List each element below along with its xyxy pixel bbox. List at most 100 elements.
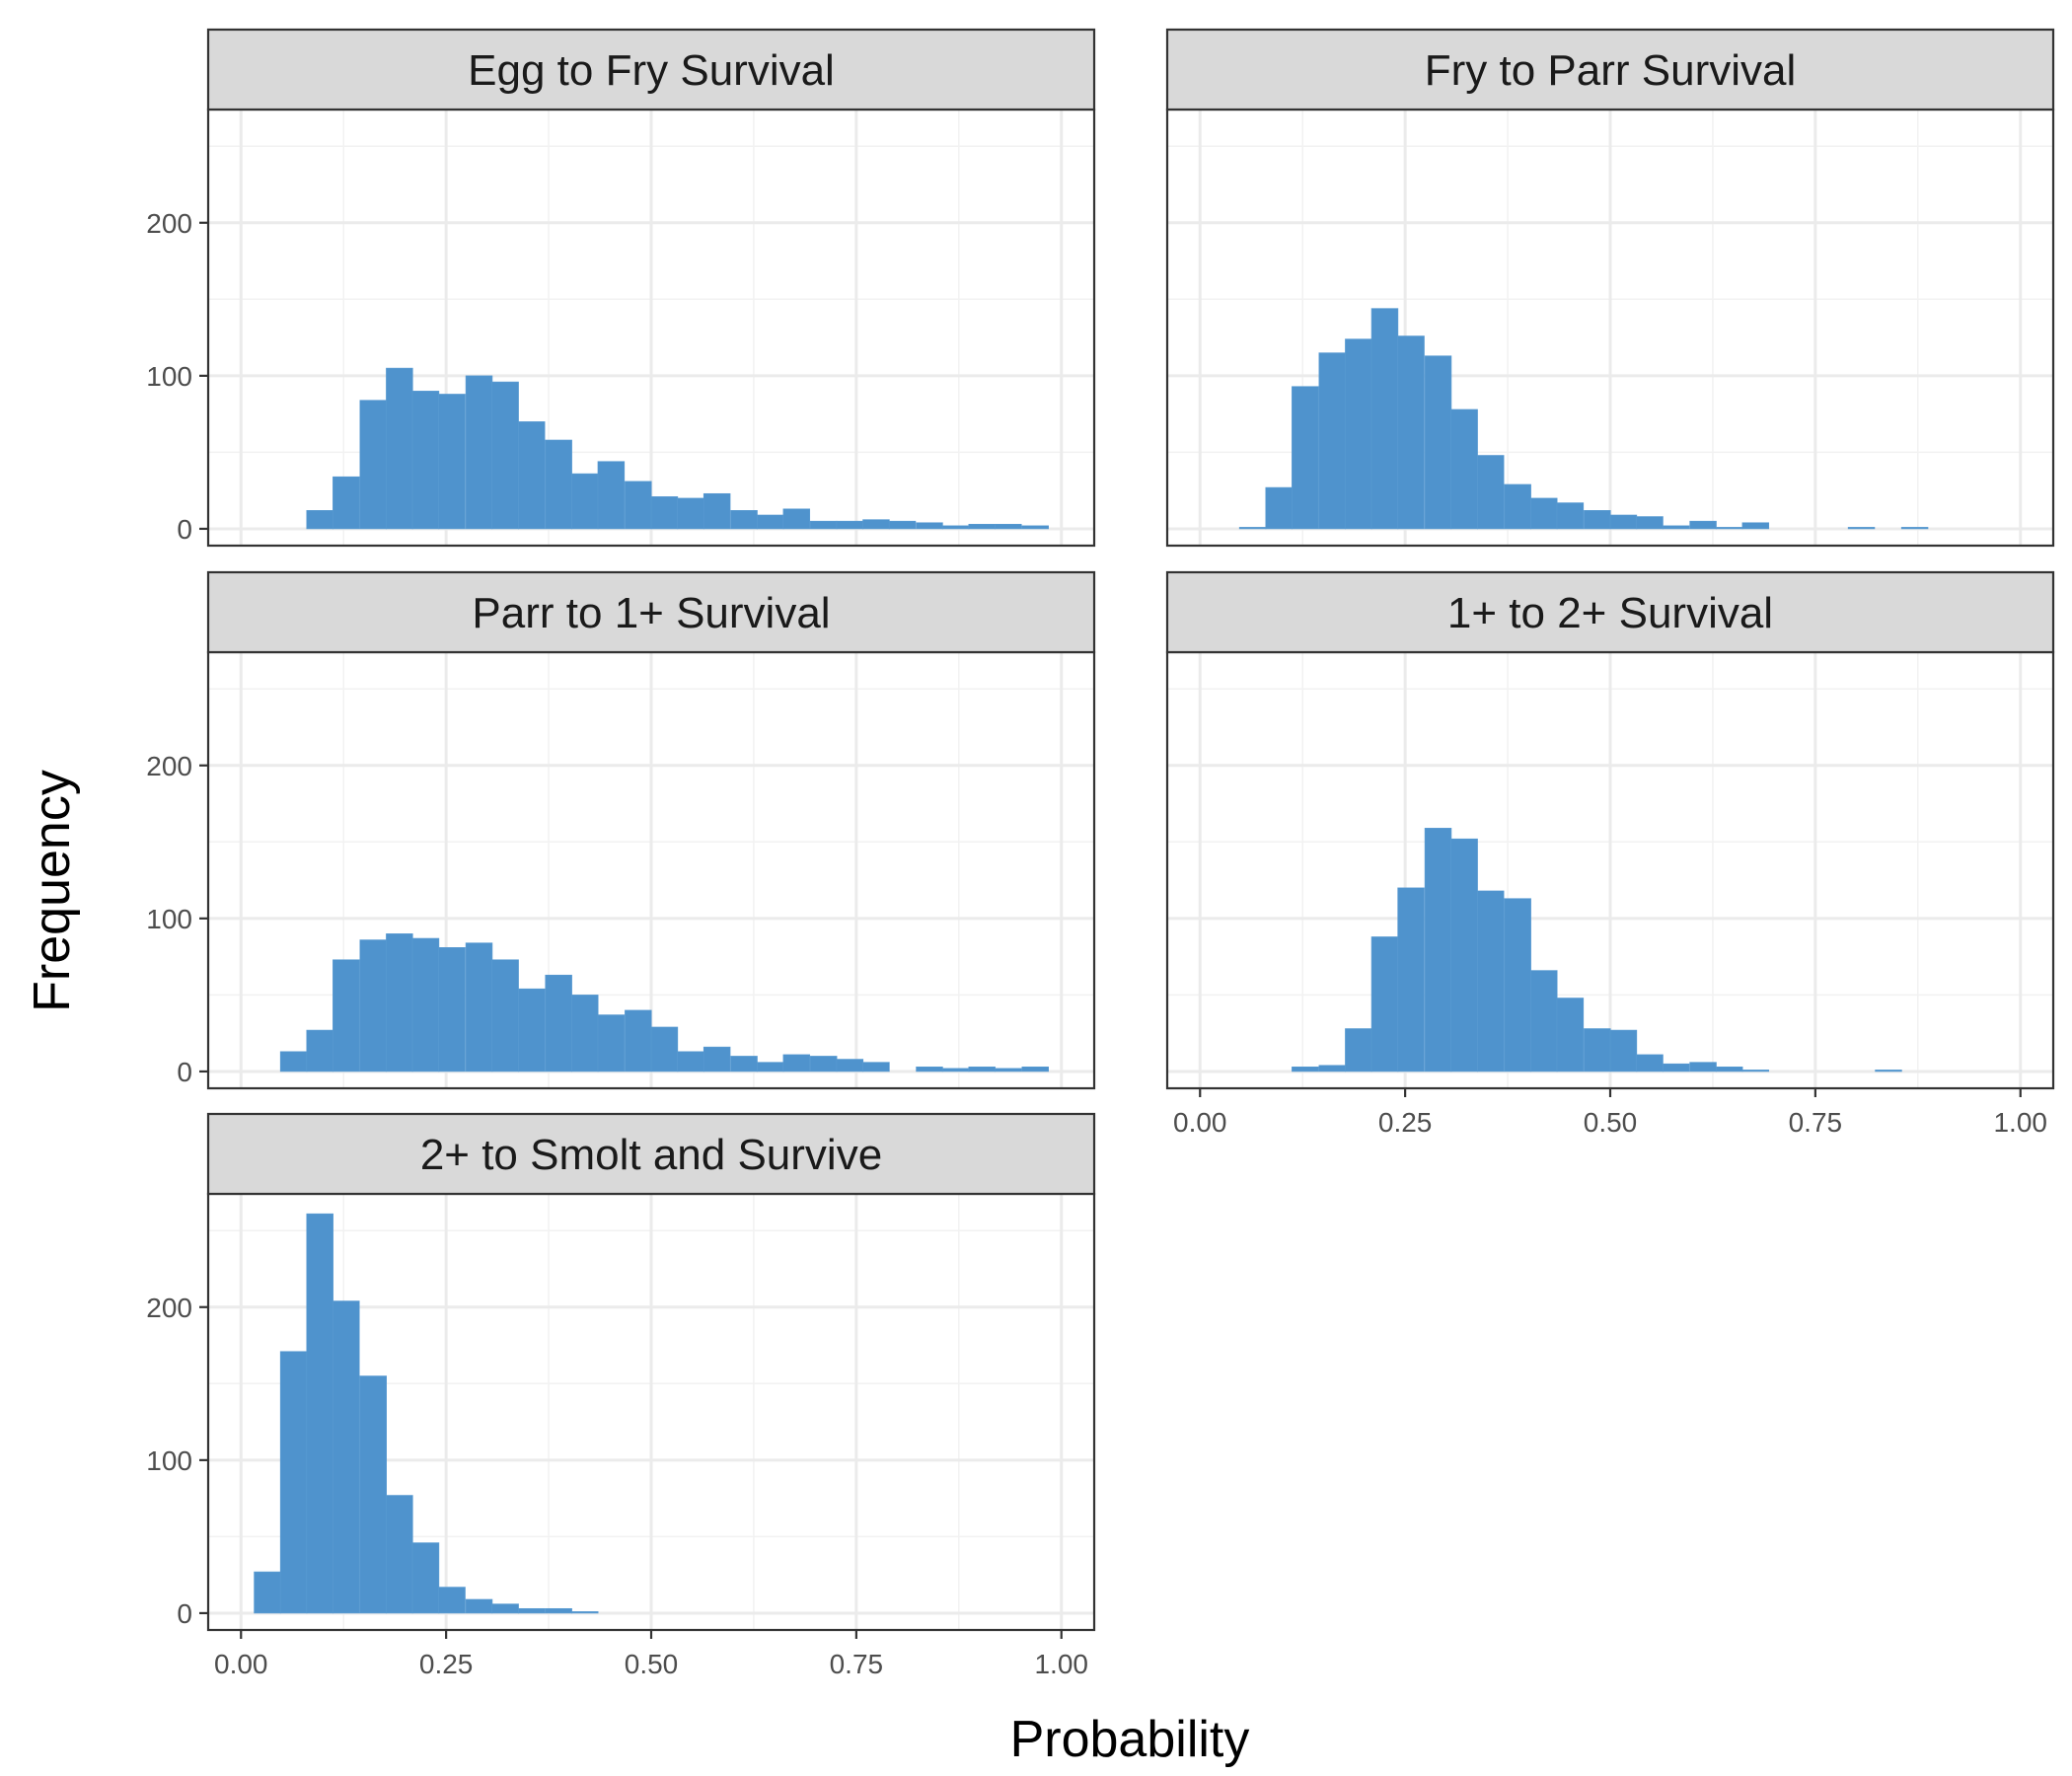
histogram-bar [1900,527,1929,530]
histogram-bar [1424,355,1452,530]
histogram-bar [359,1375,387,1614]
histogram-bar [810,520,838,530]
histogram-bar [411,937,440,1073]
histogram-bar [941,1068,970,1073]
panel-5: 2+ to Smolt and Survive 0 100 200 0.00 0.25 0.… [146,1112,1096,1679]
histogram-bar [333,476,360,530]
strip-title: 2+ to Smolt and Survive [420,1131,882,1179]
histogram-bar [703,492,731,530]
histogram-bar [411,1542,440,1614]
histogram-bar [1504,898,1531,1073]
histogram-bar [1292,386,1319,530]
panel-1: Egg to Fry Survival 0 100 200 [146,28,1096,548]
x-tick-label: 1.00 [1993,1107,2047,1138]
y-tick-label: 200 [146,1293,192,1323]
histogram-bar [465,375,493,530]
histogram-bar [995,1068,1022,1073]
histogram-bar [1530,497,1558,530]
y-axis-title: Frequency [24,770,81,1012]
histogram-bar [1636,516,1664,530]
histogram-bar [465,942,493,1073]
y-tick-label: 100 [146,1445,192,1476]
histogram-bar [1345,1028,1372,1073]
histogram-bar [1450,838,1478,1073]
panel-3: Parr to 1+ Survival 0 100 200 [146,570,1096,1090]
histogram-bar [1477,890,1505,1073]
histogram-bar [597,461,626,530]
strip-title: Parr to 1+ Survival [472,589,830,637]
y-tick-label: 200 [146,208,192,239]
histogram-bar [1741,1070,1770,1073]
x-tick-label: 0.50 [625,1649,679,1679]
strip-background [206,1112,1096,1196]
histogram-bar [1875,1070,1902,1073]
histogram-bar [333,959,360,1073]
histogram-bar [650,496,679,530]
histogram-bar [703,1046,731,1073]
histogram-bar [279,1351,308,1614]
histogram-bar [386,1495,413,1614]
x-tick-label: 0.25 [419,1649,474,1679]
histogram-bar [1689,520,1717,530]
histogram-bar [782,1054,811,1073]
y-tick-label: 100 [146,904,192,934]
histogram-bar [306,510,333,530]
histogram-bar [306,1213,333,1614]
panel-4: 1+ to 2+ Survival 0.00 0.25 0.50 0.75 1.00 [1165,570,2055,1138]
strip-title: Egg to Fry Survival [468,46,835,95]
histogram-bar [1318,352,1346,530]
histogram-bar [888,520,917,530]
histogram-bar [756,1062,784,1073]
histogram-bar [836,520,864,530]
histogram-bar [597,1014,626,1073]
histogram-bar [1847,527,1876,530]
histogram-bar [677,497,704,530]
x-tick-label: 0.00 [1173,1107,1227,1138]
x-tick-label: 0.75 [830,1649,884,1679]
histogram-bar [756,514,784,530]
histogram-bar [1477,455,1505,530]
histogram-bar [1397,887,1425,1073]
histogram-bar [1504,483,1531,530]
histogram-bar [1662,1063,1690,1073]
histogram-bar [968,1066,996,1073]
histogram-bar [491,381,519,530]
histogram-bar [333,1300,360,1614]
histogram-bar [995,523,1022,530]
histogram-bar [545,1607,572,1614]
x-tick-label: 0.50 [1584,1107,1638,1138]
x-tick-label: 0.75 [1789,1107,1843,1138]
histogram-bar [359,400,387,530]
histogram-bar [545,974,572,1073]
histogram-bar [916,522,943,530]
histogram-bar [517,1607,546,1614]
x-tick-label: 0.25 [1378,1107,1433,1138]
strip-title: 1+ to 2+ Survival [1447,589,1773,637]
histogram-bar [411,391,440,530]
histogram-bar [650,1026,679,1073]
strip-background [1165,28,2055,111]
histogram-bar [1556,502,1585,530]
histogram-bar [571,473,599,530]
strip-title: Fry to Parr Survival [1425,46,1797,95]
histogram-bar [438,394,466,530]
histogram-bar [1021,525,1049,530]
y-tick-label: 100 [146,361,192,392]
histogram-bar [1397,335,1425,530]
x-tick-label: 1.00 [1034,1649,1088,1679]
histogram-bar [1424,828,1452,1073]
histogram-bar [1370,308,1399,530]
histogram-bar [1584,510,1611,530]
histogram-bar [1021,1066,1049,1073]
histogram-bar [1292,1066,1319,1073]
histogram-bar [359,939,387,1073]
histogram-bar [730,1056,758,1073]
histogram-bar [862,519,890,530]
strip-background [1165,570,2055,654]
histogram-bar [386,933,413,1073]
histogram-bar [1584,1028,1611,1073]
histogram-bar [1715,527,1743,530]
panels-group: Egg to Fry Survival 0 100 200 Fry to Parr Su… [146,28,2055,1679]
histogram-bar [465,1598,493,1614]
